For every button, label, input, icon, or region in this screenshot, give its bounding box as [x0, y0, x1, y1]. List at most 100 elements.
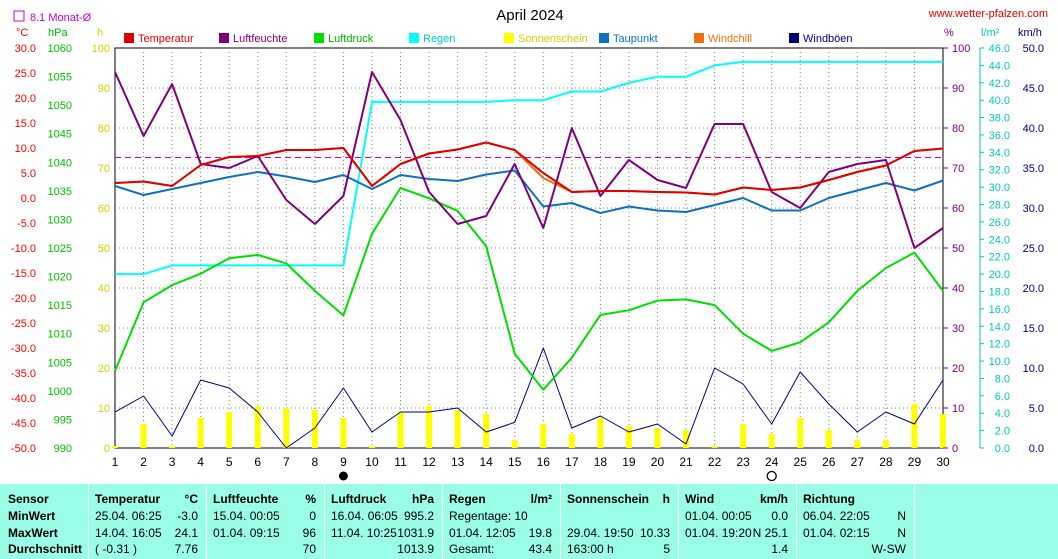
stats-pressure-max-time: 11.04. 10:25	[331, 526, 397, 540]
rain-axis-tick-label: 30.0	[989, 182, 1010, 194]
humidity-axis-tick-label: 80	[952, 123, 964, 135]
stats-separator	[796, 484, 797, 559]
sunshine-bar	[226, 412, 233, 448]
stats-rain-min-time: Regentage: 10	[449, 509, 528, 523]
x-tick-label: 19	[622, 455, 636, 469]
stats-temperature-max-value: 24.1	[174, 526, 198, 540]
chart-axes: 30.025.020.015.010.05.00.0-5.0-10.0-15.0…	[11, 27, 1044, 482]
x-tick-label: 25	[794, 455, 808, 469]
temperature-axis-tick-label: 25.0	[15, 68, 36, 80]
series-line-windböen	[114, 347, 944, 449]
monthly-average-icon	[13, 10, 25, 22]
stats-separator	[88, 484, 89, 559]
pressure-axis-tick-label: 1045	[48, 129, 72, 141]
stats-pressure-min-time: 16.04. 06:05	[331, 509, 398, 523]
stats-separator	[914, 484, 915, 559]
stats-sunshine-max-time: 29.04. 19:50	[567, 526, 634, 540]
stats-wind-avg-value: 1.4	[771, 542, 788, 556]
legend-label-windchill: Windchill	[708, 33, 752, 45]
stats-row-label: MinWert	[8, 509, 56, 523]
pressure-axis-tick-label: 1020	[48, 272, 72, 284]
humidity-axis-tick-label: 60	[952, 203, 964, 215]
legend-label-windböen: Windböen	[803, 33, 853, 45]
sunshine-axis-tick-label: 80	[98, 123, 110, 135]
humidity-axis-tick-label: 0	[952, 443, 958, 455]
series-line-regen	[115, 60, 943, 276]
rain-axis-tick-label: 32.0	[989, 165, 1010, 177]
series-line-luftfeuchte	[114, 71, 944, 249]
sunshine-axis-tick-label: 70	[98, 163, 110, 175]
temperature-axis-tick-label: -15.0	[11, 268, 36, 280]
humidity-axis-tick-label: 30	[952, 323, 964, 335]
legend-label-regen: Regen	[423, 33, 455, 45]
stats-col-wind: Wind km/h 01.04. 00:05 0.0 01.04. 19:20 N 25.…	[679, 484, 796, 559]
x-tick-label: 8	[312, 455, 319, 469]
rain-axis-tick-label: 38.0	[989, 113, 1010, 125]
stats-rain-max-time: 01.04. 12:05	[449, 526, 516, 540]
sunshine-bar	[797, 418, 804, 448]
x-tick-label: 16	[537, 455, 551, 469]
stats-pressure-min-value: 995.2	[403, 509, 434, 523]
rain-axis-tick-label: 40.0	[989, 95, 1010, 107]
stats-sunshine-max-value: 10.33	[639, 526, 670, 540]
pressure-axis-tick-label: 995	[54, 414, 72, 426]
stats-unit-rain: l/m²	[530, 492, 552, 506]
x-tick-label: 7	[283, 455, 290, 469]
sunshine-bar	[854, 440, 861, 448]
rain-axis-tick-label: 44.0	[989, 60, 1010, 72]
stats-pressure-max-value: 1031.9	[397, 526, 434, 540]
x-tick-label: 24	[765, 455, 779, 469]
stats-pressure-avg-value: 1013.9	[397, 542, 434, 556]
stats-header-sunshine: Sonnenschein	[567, 492, 650, 506]
humidity-axis-tick-label: 90	[952, 83, 964, 95]
stats-header-pressure: Luftdruck	[331, 492, 387, 506]
rain-unit: l/m²	[981, 27, 1000, 39]
stats-header-direction: Richtung	[803, 492, 855, 506]
stats-col-temperature: Temperatur °C 25.04. 06:25 -3.0 14.04. 16:05…	[89, 484, 206, 559]
chart-title: April 2024	[496, 7, 564, 24]
wind-unit: km/h	[1018, 27, 1042, 39]
x-tick-label: 2	[140, 455, 147, 469]
sunshine-bar	[197, 418, 204, 448]
stats-temperature-avg-value: 7.76	[174, 542, 198, 556]
x-tick-label: 30	[936, 455, 950, 469]
sunshine-axis-tick-label: 60	[98, 203, 110, 215]
wind-axis-tick-label: 40.0	[1023, 123, 1044, 135]
sunshine-bar	[283, 408, 290, 448]
x-tick-label: 29	[908, 455, 922, 469]
series-line-taupunkt	[114, 169, 944, 214]
x-tick-label: 12	[422, 455, 436, 469]
legend-label-luftdruck: Luftdruck	[328, 33, 374, 45]
stats-temperature-max-time: 14.04. 16:05	[95, 526, 162, 540]
legend-label-luftfeuchte: Luftfeuchte	[233, 33, 287, 45]
rain-axis-tick-label: 36.0	[989, 130, 1010, 142]
stats-separator	[678, 484, 679, 559]
humidity-axis-tick-label: 20	[952, 363, 964, 375]
sunshine-bar	[368, 446, 375, 448]
stats-col-sunshine: Sonnenschein h 29.04. 19:50 10.33 163:00 h 5	[561, 484, 678, 559]
temperature-axis-tick-label: -45.0	[11, 418, 36, 430]
x-tick-label: 14	[479, 455, 493, 469]
website-link[interactable]: www.wetter-pfalzen.com	[928, 8, 1048, 20]
x-tick-label: 3	[169, 455, 176, 469]
pressure-axis-tick-label: 1005	[48, 357, 72, 369]
humidity-axis-tick-label: 100	[952, 43, 970, 55]
stats-humidity-min-time: 15.04. 00:05	[213, 509, 280, 523]
stats-temperature-min-value: -3.0	[177, 509, 198, 523]
x-tick-label: 20	[651, 455, 665, 469]
sunshine-bar	[568, 434, 575, 448]
rain-axis-tick-label: 14.0	[989, 321, 1010, 333]
pressure-axis-tick-label: 1035	[48, 186, 72, 198]
temperature-axis-tick-label: 20.0	[15, 93, 36, 105]
legend-swatch-taupunkt	[599, 33, 609, 43]
sunshine-axis-tick-label: 100	[92, 43, 110, 55]
temperature-axis-tick-label: -35.0	[11, 368, 36, 380]
sunshine-bar	[540, 424, 547, 448]
stats-direction-min-value: N	[897, 509, 906, 523]
wind-axis-tick-label: 10.0	[1023, 363, 1044, 375]
wind-axis-tick-label: 25.0	[1023, 243, 1044, 255]
x-tick-label: 5	[226, 455, 233, 469]
rain-axis-tick-label: 18.0	[989, 286, 1010, 298]
stats-humidity-avg-value: 70	[302, 542, 316, 556]
x-tick-label: 28	[879, 455, 893, 469]
